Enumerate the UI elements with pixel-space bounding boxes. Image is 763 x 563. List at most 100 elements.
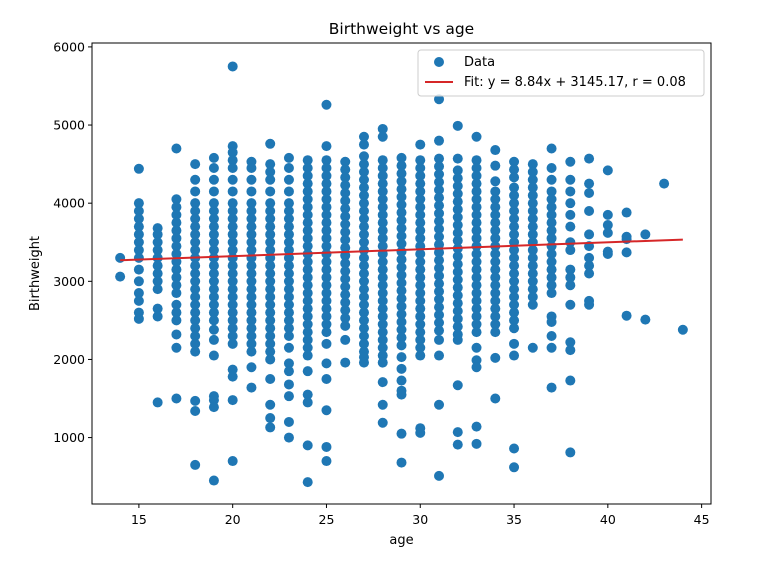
data-point (171, 194, 182, 205)
data-point (415, 264, 426, 275)
data-point (265, 422, 276, 433)
data-point (208, 402, 219, 413)
data-point (396, 215, 407, 226)
x-tick-label: 20 (225, 512, 241, 527)
data-point (434, 184, 445, 195)
data-point (490, 233, 501, 244)
data-point (283, 366, 294, 377)
data-point (434, 94, 445, 105)
data-point (434, 334, 445, 345)
y-tick-label: 6000 (53, 39, 85, 54)
data-point (509, 245, 520, 256)
data-point (340, 219, 351, 230)
data-point (471, 303, 482, 314)
data-point (133, 295, 144, 306)
data-point (527, 245, 538, 256)
data-point (208, 186, 219, 197)
data-point (171, 143, 182, 154)
x-tick-label: 30 (412, 512, 428, 527)
data-point (340, 188, 351, 199)
data-point (302, 209, 313, 220)
data-point (471, 288, 482, 299)
data-point (265, 354, 276, 365)
data-point (584, 299, 595, 310)
x-tick-label: 35 (506, 512, 522, 527)
data-point (452, 334, 463, 345)
data-point (302, 319, 313, 330)
data-point (190, 284, 201, 295)
data-point (358, 166, 369, 177)
data-point (302, 194, 313, 205)
x-axis-label: age (389, 533, 413, 548)
data-point (640, 229, 651, 240)
data-point (471, 233, 482, 244)
data-point (246, 276, 257, 287)
data-point (434, 399, 445, 410)
data-point (452, 220, 463, 231)
data-point (246, 338, 257, 349)
data-point (227, 174, 238, 185)
data-point (415, 233, 426, 244)
data-point (171, 217, 182, 228)
data-point (152, 237, 163, 248)
y-tick-label: 4000 (53, 196, 85, 211)
data-point (265, 291, 276, 302)
data-point (190, 299, 201, 310)
data-point (321, 264, 332, 275)
data-point (302, 342, 313, 353)
data-point (190, 213, 201, 224)
data-point (377, 311, 388, 322)
data-point (358, 237, 369, 248)
data-point (490, 160, 501, 171)
data-point (546, 264, 557, 275)
data-point (565, 156, 576, 167)
data-point (546, 217, 557, 228)
data-point (471, 194, 482, 205)
data-point (208, 324, 219, 335)
data-point (659, 178, 670, 189)
data-point (302, 186, 313, 197)
data-point (246, 382, 257, 393)
data-point (434, 239, 445, 250)
data-point (283, 315, 294, 326)
data-point (434, 231, 445, 242)
data-point (152, 276, 163, 287)
data-point (190, 237, 201, 248)
data-point (471, 319, 482, 330)
data-point (546, 209, 557, 220)
data-point (471, 421, 482, 432)
data-point (265, 276, 276, 287)
data-point (358, 159, 369, 170)
data-point (321, 327, 332, 338)
data-point (246, 213, 257, 224)
data-point (227, 221, 238, 232)
data-point (208, 221, 219, 232)
data-point (340, 242, 351, 253)
data-point (265, 198, 276, 209)
data-point (527, 342, 538, 353)
data-point (434, 135, 445, 146)
x-axis-ticks: 15 20 25 30 35 40 45 (131, 504, 710, 527)
data-point (546, 331, 557, 342)
data-point (490, 288, 501, 299)
data-point (171, 225, 182, 236)
data-point (340, 320, 351, 331)
data-point (265, 205, 276, 216)
data-point (283, 163, 294, 174)
data-point (265, 229, 276, 240)
data-point (471, 342, 482, 353)
data-point (208, 198, 219, 209)
data-point (377, 163, 388, 174)
data-point (133, 237, 144, 248)
data-point (377, 327, 388, 338)
data-point (152, 397, 163, 408)
data-point (246, 346, 257, 357)
data-point (171, 393, 182, 404)
data-point (452, 427, 463, 438)
data-point (434, 470, 445, 481)
data-point (434, 177, 445, 188)
data-point (415, 295, 426, 306)
data-point (227, 147, 238, 158)
data-point (358, 338, 369, 349)
data-point (302, 440, 313, 451)
